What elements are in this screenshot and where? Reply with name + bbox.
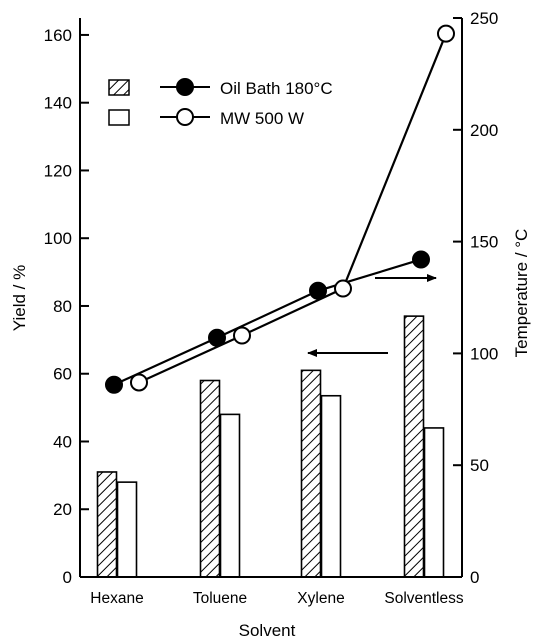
point-mw-toluene [233, 326, 251, 345]
legend-swatch-hatched [108, 79, 130, 96]
bar-oil-bath-xylene [300, 369, 322, 578]
y-tick-label-left-80: 80 [53, 297, 72, 316]
y-tick-label-left-120: 120 [44, 161, 72, 180]
x-tick-label-xylene: Xylene [297, 590, 344, 607]
y-tick-label-right-150: 150 [470, 233, 498, 252]
x-tick-label-toluene: Toluene [193, 590, 247, 607]
y-axis-title-right: Temperature / °C [512, 229, 531, 358]
ticks-layer [80, 17, 462, 578]
bar-mw-xylene [320, 394, 342, 578]
bars-layer [96, 315, 445, 578]
x-axis-title: Solvent [239, 621, 296, 639]
axes-layer [79, 18, 463, 578]
labels-layer: 0 20 40 60 80 100 120 140 160 0 50 100 150 200 250 Hexa… [10, 9, 531, 639]
y-tick-label-right-50: 50 [470, 456, 489, 475]
bar-oil-bath-hexane [96, 471, 118, 578]
point-mw-xylene [334, 279, 352, 298]
y-tick-label-right-100: 100 [470, 344, 498, 363]
line-mw [138, 33, 448, 384]
legend-swatch-open [108, 109, 130, 126]
y-axis-title-left: Yield / % [10, 265, 29, 331]
bar-mw-toluene [219, 413, 241, 578]
lines-layer [105, 24, 455, 394]
legend-label-mw: MW 500 W [220, 109, 304, 128]
bar-mw-hexane [116, 481, 138, 578]
legend-label-oil-bath: Oil Bath 180°C [220, 79, 333, 98]
legend-marker-filled [176, 78, 194, 96]
point-oil-bath-xylene [309, 281, 327, 300]
x-tick-label-hexane: Hexane [90, 590, 143, 607]
bar-oil-bath-solventless [403, 315, 425, 578]
y-tick-label-right-200: 200 [470, 121, 498, 140]
y-tick-label-left-20: 20 [53, 500, 72, 519]
axis-indicator-arrows [307, 274, 437, 357]
bar-oil-bath-toluene [199, 379, 221, 578]
y-tick-label-left-0: 0 [63, 568, 72, 587]
y-tick-label-right-250: 250 [470, 9, 498, 28]
y-tick-label-left-40: 40 [53, 432, 72, 451]
y-tick-label-left-160: 160 [44, 26, 72, 45]
point-oil-bath-hexane [105, 375, 123, 394]
bar-mw-solventless [423, 427, 445, 578]
x-tick-label-solventless: Solventless [384, 590, 464, 607]
y-tick-label-left-140: 140 [44, 94, 72, 113]
y-tick-label-left-60: 60 [53, 365, 72, 384]
point-oil-bath-solventless [412, 250, 430, 269]
point-mw-solventless [437, 24, 455, 43]
y-tick-label-left-100: 100 [44, 229, 72, 248]
legend: Oil Bath 180°C MW 500 W [108, 78, 333, 128]
legend-marker-open [176, 108, 194, 126]
line-oil-bath [113, 258, 422, 386]
y-tick-label-right-0: 0 [470, 568, 479, 587]
point-mw-hexane [130, 373, 148, 392]
